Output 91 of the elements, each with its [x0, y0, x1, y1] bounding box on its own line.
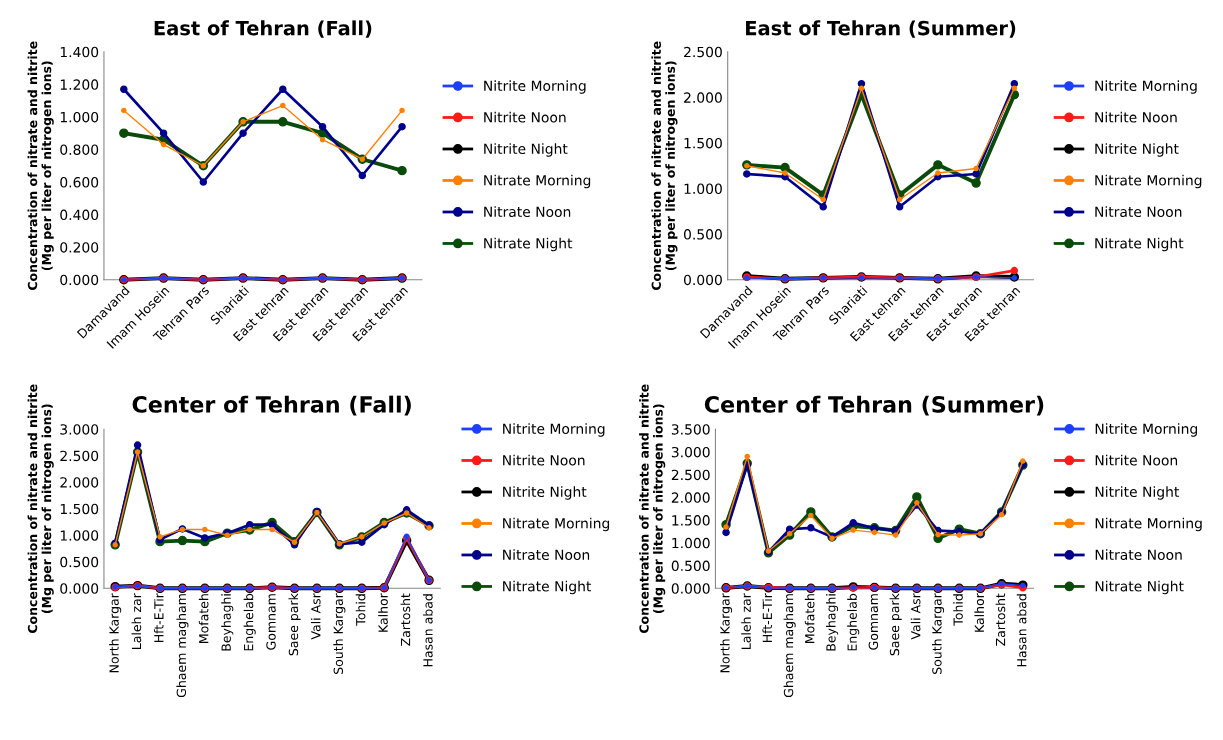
x-tick-label: Vali Asr	[310, 593, 321, 640]
legend-label: Nitrate Noon	[503, 549, 590, 561]
legend-label: Nitrate Noon	[1095, 549, 1182, 561]
y-tick-label: 1.000	[684, 183, 722, 195]
x-tick-label: Gomnam	[868, 594, 879, 650]
x-tick-label: Mofateh	[804, 594, 815, 643]
legend-label: Nitrite Night	[1095, 143, 1179, 157]
legend-label: Nitrite Night	[1095, 486, 1180, 500]
y-tick-label: 2.000	[671, 492, 710, 503]
x-tick-label: Zartosht	[400, 593, 411, 646]
x-tick-label: Hft-E-Tir	[762, 593, 772, 643]
y-tick-label: 2.500	[60, 450, 99, 462]
y-tick-label: 1.000	[60, 111, 99, 123]
x-tick-label: Saee park	[288, 593, 301, 656]
x-tick-label: Beyhaghi	[221, 594, 234, 651]
x-tick-label: Hasan abad	[423, 594, 433, 667]
x-tick-label: Kalhor	[974, 593, 985, 632]
y-tick-label: 0.000	[683, 274, 722, 286]
x-tick-label: Gomnam	[266, 594, 276, 650]
y-axis-title: Concentration of nitrate and nitrite (Mg per liter of nitrogen ions)	[27, 384, 54, 633]
y-tick-label: 2.000	[684, 92, 722, 103]
x-tick-label: Enghelab	[847, 593, 860, 651]
legend-label: Nitrate Morning	[503, 517, 610, 532]
y-tick-label: 0.500	[683, 229, 722, 240]
x-tick-label: Mofateh	[198, 594, 209, 643]
legend-label: Nitrate Morning	[484, 174, 591, 189]
x-tick-label: Hft-E-Tir	[153, 593, 164, 643]
y-tick-label: 1.000	[672, 537, 710, 549]
x-tick-label: Tohid	[355, 594, 366, 626]
legend-label: Nitrite Night	[503, 486, 587, 500]
y-tick-label: 2.500	[671, 469, 710, 481]
x-tick-label: South Kargar	[931, 593, 945, 674]
y-axis-title: Concentration of nitrate and nitrite (Mg per liter of nitrogen ions)	[639, 384, 666, 633]
y-tick-label: 0.800	[60, 144, 99, 155]
chart-title: East of Tehran (Summer)	[746, 20, 1016, 38]
y-tick-label: 1.400	[60, 46, 99, 58]
y-tick-label: 1.500	[684, 137, 722, 149]
y-tick-label: 3.500	[671, 424, 710, 435]
x-tick-label: Saee park	[889, 593, 902, 656]
chart-title: Center of Tehran (Fall)	[132, 395, 411, 416]
x-tick-label: Kalhor	[378, 593, 388, 632]
x-tick-label: Hasan abad	[1016, 594, 1027, 667]
legend-label: Nitrite Morning	[1095, 80, 1197, 94]
y-axis-title: Concentration of nitrate and nitrite (Mg per liter of nitrogen ions)	[651, 41, 678, 291]
y-tick-label: 2.500	[684, 46, 722, 58]
x-tick-label: Beyhaghi	[826, 594, 839, 651]
y-tick-label: 0.000	[60, 274, 99, 286]
legend-label: Nitrate Night	[1095, 580, 1184, 595]
x-tick-label: North Kargar	[720, 593, 733, 673]
legend-label: Nitrite Noon	[1095, 111, 1177, 123]
y-tick-label: 0.500	[671, 560, 710, 572]
y-tick-label: 1.500	[672, 515, 710, 526]
chart-title: Center of Tehran (Summer)	[704, 395, 1044, 416]
y-tick-label: 0.200	[60, 242, 99, 253]
x-tick-label: North Kargar	[109, 593, 122, 673]
x-tick-label: Vali Asr	[910, 593, 921, 640]
x-tick-label: Enghelab	[243, 593, 256, 651]
legend-label: Nitrite Noon	[503, 454, 585, 466]
legend-label: Nitrate Night	[484, 237, 573, 252]
legend-label: Nitrate Noon	[1095, 206, 1182, 218]
y-tick-label: 3.000	[671, 446, 710, 458]
legend-label: Nitrate Morning	[1095, 517, 1202, 532]
legend-label: Nitrite Morning	[484, 80, 586, 94]
x-tick-label: Laleh zar	[741, 593, 751, 649]
legend-label: Nitrite Noon	[1095, 454, 1178, 466]
x-tick-label: Ghaem magham	[176, 594, 189, 698]
y-tick-label: 0.000	[671, 583, 710, 594]
x-tick-label: South Kargar	[333, 593, 346, 674]
chart-title: East of Tehran (Fall)	[154, 20, 372, 38]
y-tick-label: 0.000	[60, 583, 99, 594]
y-tick-label: 1.200	[60, 79, 99, 90]
y-tick-label: 1.500	[60, 503, 99, 515]
legend-label: Nitrate Night	[503, 580, 592, 595]
y-tick-label: 0.600	[60, 177, 99, 188]
y-tick-label: 3.000	[60, 424, 99, 435]
x-tick-label: Ghaem magham	[783, 594, 796, 698]
legend-label: Nitrate Morning	[1095, 174, 1202, 189]
legend-label: Nitrite Noon	[484, 111, 566, 123]
x-tick-label: Laleh zar	[131, 593, 142, 649]
legend-label: Nitrite Night	[484, 143, 568, 157]
y-axis-title: Concentration of nitrate and nitrite (Mg per liter of nitrogen ions)	[27, 41, 54, 291]
y-tick-label: 0.500	[60, 556, 99, 568]
y-tick-label: 2.000	[60, 477, 99, 488]
y-tick-label: 1.000	[60, 530, 99, 541]
y-tick-label: 0.400	[60, 209, 99, 221]
legend-label: Nitrate Night	[1095, 237, 1184, 252]
x-tick-label: Tohid	[953, 594, 963, 626]
legend-label: Nitrite Morning	[503, 423, 605, 437]
legend-label: Nitrate Noon	[484, 206, 571, 218]
legend-label: Nitrite Morning	[1095, 423, 1197, 437]
x-tick-label: Zartosht	[995, 593, 1006, 646]
